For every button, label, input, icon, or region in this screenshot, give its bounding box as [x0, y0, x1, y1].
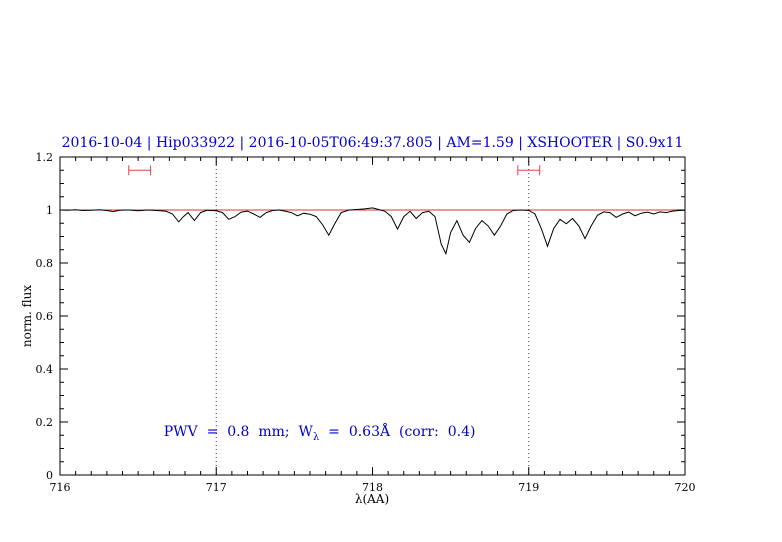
- y-tick-label: 0.6: [36, 310, 54, 323]
- pwv-annotation: PWV = 0.8 mm; Wλ = 0.63Å (corr: 0.4): [146, 408, 476, 459]
- y-tick-label: 1.2: [36, 151, 54, 164]
- x-tick-label: 719: [518, 481, 539, 494]
- x-tick-label: 718: [362, 481, 383, 494]
- spectrum-line: [59, 207, 686, 256]
- x-tick-label: 717: [206, 481, 227, 494]
- y-tick-label: 0: [46, 469, 53, 482]
- y-tick-label: 0.2: [36, 416, 54, 429]
- axis-tick-labels: 716 717 718 719 720 0 0.2 0.4 0.6 0.8 1 1.2: [36, 151, 696, 494]
- axis-ticks: [59, 156, 686, 476]
- y-tick-label: 1: [46, 204, 53, 217]
- y-tick-label: 0.8: [36, 257, 54, 270]
- pwv-annotation-prefix: PWV = 0.8 mm; W: [163, 424, 313, 440]
- x-axis-label: λ(AA): [354, 492, 390, 506]
- y-axis-label: norm. flux: [20, 284, 34, 348]
- y-tick-label: 0.4: [36, 363, 54, 376]
- pwv-annotation-sub: λ: [312, 431, 320, 443]
- pwv-annotation-suffix: = 0.63Å (corr: 0.4): [319, 424, 476, 440]
- x-tick-label: 720: [675, 481, 696, 494]
- plot-title: 2016-10-04 | Hip033922 | 2016-10-05T06:4…: [61, 135, 684, 151]
- pwv-range-markers: [128, 165, 541, 176]
- x-tick-label: 716: [50, 481, 71, 494]
